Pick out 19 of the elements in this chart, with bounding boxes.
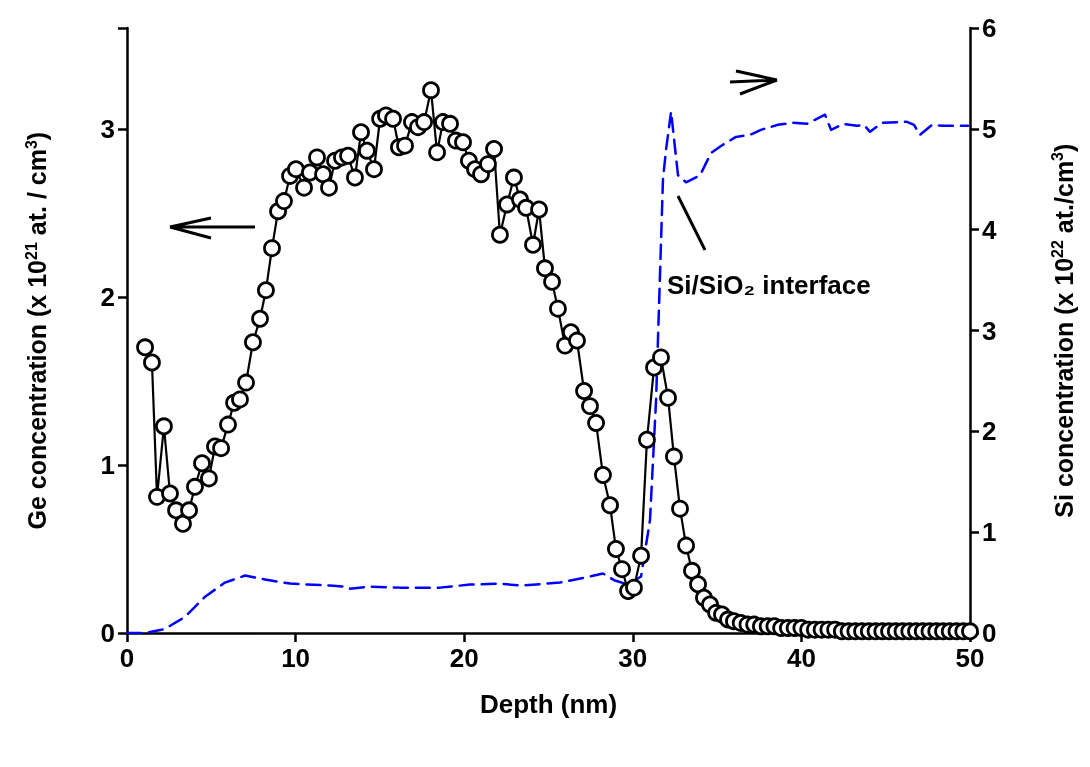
x-tick-label: 0 (119, 643, 135, 673)
y2-tick-label: 1 (982, 517, 997, 548)
y2-tick-label: 0 (982, 618, 997, 648)
y2-tick-label: 3 (982, 315, 997, 346)
y-tick-label: 3 (100, 113, 115, 144)
y-tick-label: 0 (100, 618, 115, 648)
y-tick-label: 2 (100, 281, 115, 312)
x-tick-label: 50 (955, 643, 985, 673)
x-tick-label: 40 (786, 643, 816, 673)
y2-tick-label: 4 (982, 214, 997, 245)
x-tick-label: 20 (449, 643, 479, 673)
x-tick-label: 10 (281, 643, 311, 673)
x-axis-title: Depth (nm) (479, 689, 618, 719)
y2-tick-label: 2 (982, 416, 997, 447)
annotation: Si/SiO₂ interface (667, 270, 871, 301)
y2-tick-label: 6 (982, 13, 997, 43)
y2-tick-label: 5 (982, 113, 997, 144)
x-tick-label: 30 (618, 643, 648, 673)
y-tick-label: 1 (100, 449, 115, 480)
